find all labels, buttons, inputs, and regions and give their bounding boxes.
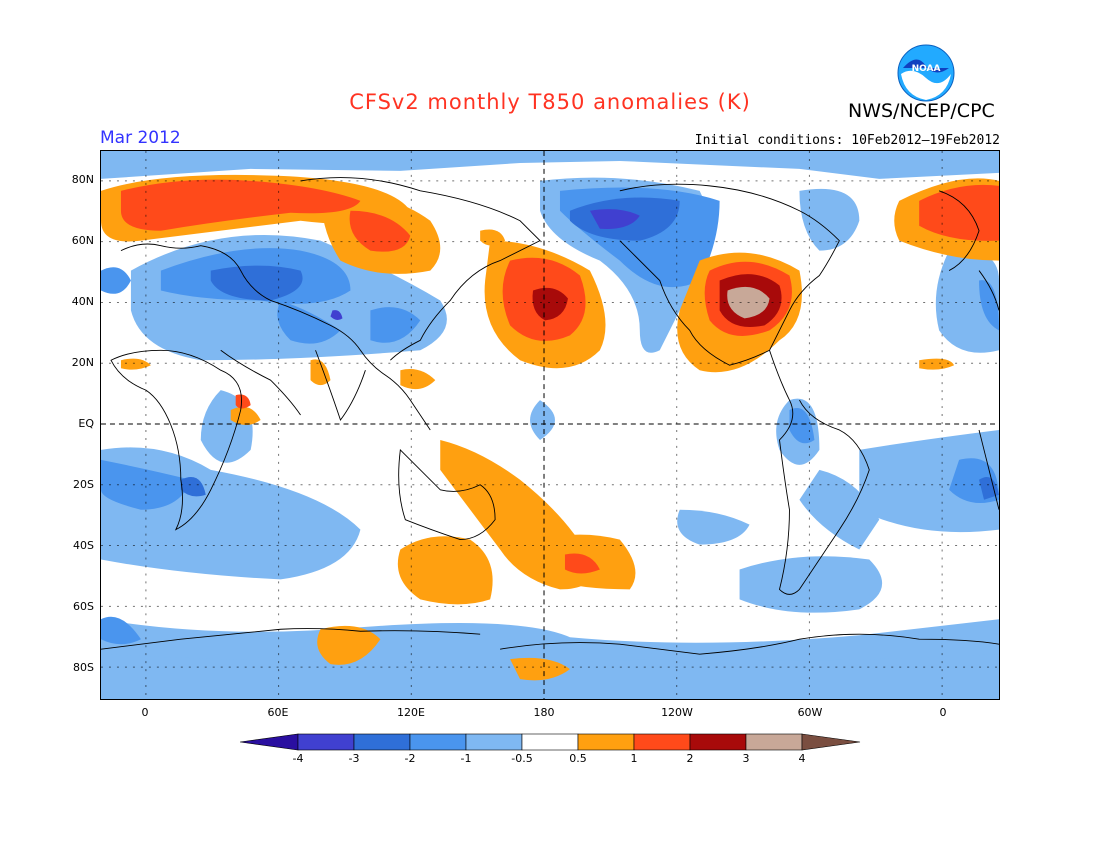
- anomaly-map: [100, 150, 1000, 700]
- colorbar-swatch-plus2: [689, 733, 747, 751]
- lat-label-80n: 80N: [71, 173, 94, 186]
- colorbar-label-minus3: -3: [348, 752, 360, 765]
- lon-label-120e: 120E: [397, 706, 425, 719]
- forecast-month: Mar 2012: [100, 128, 181, 148]
- lat-label-60s: 60S: [73, 600, 94, 613]
- lon-label-180: 180: [533, 706, 555, 719]
- noaa-logo-text: NOAA: [912, 64, 941, 74]
- colorbar-label-plus3: 3: [742, 752, 750, 765]
- initial-conditions: Initial conditions: 10Feb2012–19Feb2012: [694, 133, 1000, 148]
- colorbar-swatch-plus05: [577, 733, 635, 751]
- colorbar-label-minus05: -0.5: [511, 752, 533, 765]
- lon-label-0-east: 0: [939, 706, 947, 719]
- lat-label-80s: 80S: [73, 661, 94, 674]
- colorbar-label-minus4: -4: [292, 752, 304, 765]
- lon-label-120w: 120W: [661, 706, 693, 719]
- colorbar-swatch-minus3: [297, 733, 355, 751]
- anomaly-light-negative: [101, 151, 999, 699]
- map-title: CFSv2 monthly T850 anomalies (K): [349, 90, 751, 114]
- colorbar-swatch-lt-minus4: [240, 733, 299, 751]
- lon-label-0: 0: [141, 706, 149, 719]
- lat-label-40s: 40S: [73, 539, 94, 552]
- colorbar-swatch-gt-plus4: [801, 733, 861, 751]
- equator-dateline: [101, 151, 999, 699]
- colorbar-swatch-minus2: [353, 733, 411, 751]
- colorbar-label-plus4: 4: [798, 752, 806, 765]
- lat-label-eq: EQ: [78, 417, 94, 430]
- lat-label-20n: 20N: [71, 356, 94, 369]
- agency-label: NWS/NCEP/CPC: [848, 100, 995, 122]
- colorbar-label-plus1: 1: [630, 752, 638, 765]
- lat-label-20s: 20S: [73, 478, 94, 491]
- colorbar-label-minus1: -1: [460, 752, 472, 765]
- colorbar-swatch-neutral: [521, 733, 579, 751]
- lat-label-60n: 60N: [71, 234, 94, 247]
- colorbar-swatch-minus1: [409, 733, 467, 751]
- graticule: [101, 151, 999, 699]
- colorbar-label-minus2: -2: [404, 752, 416, 765]
- lat-label-40n: 40N: [71, 295, 94, 308]
- colorbar-label-plus2: 2: [686, 752, 694, 765]
- lon-label-60e: 60E: [267, 706, 289, 719]
- lon-label-60w: 60W: [797, 706, 823, 719]
- noaa-logo: NOAA: [897, 44, 955, 102]
- colorbar-swatch-plus3: [745, 733, 803, 751]
- anomaly-minus-3: [330, 209, 640, 320]
- colorbar-swatch-minus05: [465, 733, 523, 751]
- colorbar-swatch-plus1: [633, 733, 691, 751]
- colorbar-label-plus05: 0.5: [569, 752, 587, 765]
- coastlines: [101, 177, 999, 655]
- colorbar: [240, 733, 861, 751]
